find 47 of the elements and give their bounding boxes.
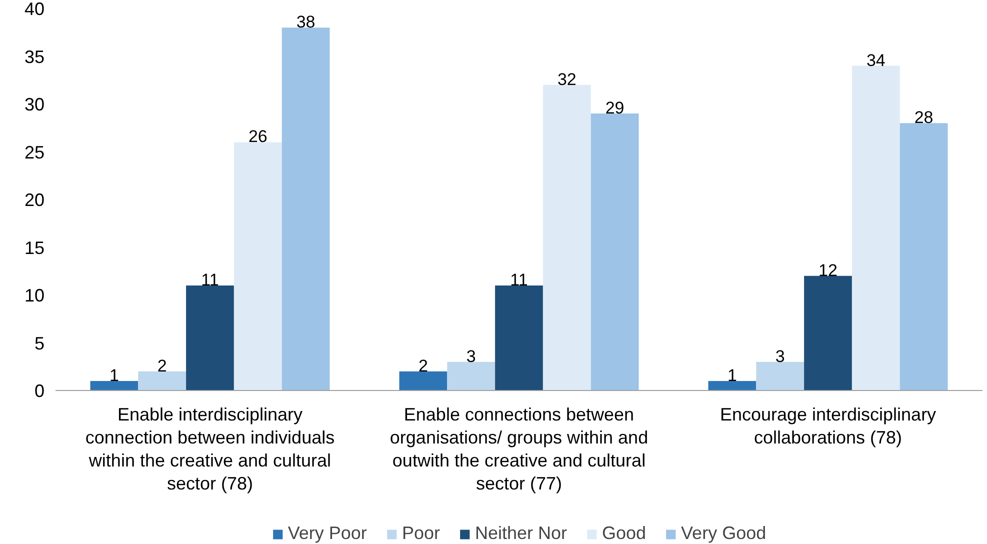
data-label: 28 bbox=[914, 108, 934, 128]
data-label: 2 bbox=[418, 356, 428, 376]
y-tick-label: 35 bbox=[24, 46, 45, 67]
y-tick-label: 0 bbox=[34, 381, 45, 401]
legend-label: Very Good bbox=[681, 523, 766, 544]
y-tick-label: 40 bbox=[24, 0, 45, 19]
bar bbox=[447, 362, 496, 390]
legend-label: Poor bbox=[402, 523, 440, 544]
data-label: 26 bbox=[248, 127, 268, 146]
data-label: 11 bbox=[201, 270, 219, 290]
y-tick-label: 25 bbox=[24, 142, 45, 162]
bar bbox=[900, 123, 948, 390]
data-label: 29 bbox=[605, 98, 624, 118]
y-tick-label: 20 bbox=[24, 190, 45, 210]
legend-label: Good bbox=[602, 523, 646, 544]
bar bbox=[90, 380, 138, 390]
y-tick-label: 10 bbox=[24, 286, 45, 306]
y-tick-label: 15 bbox=[24, 238, 45, 258]
bar bbox=[756, 362, 804, 390]
legend-label: Neither Nor bbox=[474, 523, 567, 544]
bar bbox=[804, 276, 852, 390]
data-label: 32 bbox=[557, 70, 576, 89]
bar bbox=[495, 285, 543, 390]
bar bbox=[590, 114, 639, 390]
x-tick-label: Enable connections between organisations/ groups within and outwith the creative and cultural sector (77) bbox=[390, 404, 648, 494]
data-label: 12 bbox=[818, 260, 838, 280]
bar bbox=[852, 66, 900, 390]
bar bbox=[186, 285, 234, 390]
bar bbox=[138, 371, 186, 390]
data-label: 2 bbox=[157, 356, 167, 376]
data-label: 1 bbox=[727, 366, 737, 385]
data-label: 3 bbox=[775, 346, 785, 366]
y-tick-label: 30 bbox=[24, 94, 45, 114]
x-tick-label: Enable interdisciplinary connection between individuals within the creative and cultural sector (78) bbox=[85, 404, 335, 494]
bar bbox=[399, 371, 448, 390]
x-tick-label: Encourage interdisciplinary collaborations (78) bbox=[720, 404, 936, 448]
bar bbox=[708, 380, 756, 390]
bar bbox=[282, 28, 330, 390]
bar bbox=[234, 142, 282, 390]
data-label: 38 bbox=[296, 12, 316, 32]
bar bbox=[542, 84, 591, 390]
data-label: 11 bbox=[510, 270, 528, 290]
legend-label: Very Poor bbox=[288, 523, 367, 544]
y-tick-label: 5 bbox=[34, 333, 45, 354]
data-label: 3 bbox=[466, 346, 476, 366]
data-label: 34 bbox=[866, 50, 886, 70]
data-label: 1 bbox=[109, 366, 119, 385]
